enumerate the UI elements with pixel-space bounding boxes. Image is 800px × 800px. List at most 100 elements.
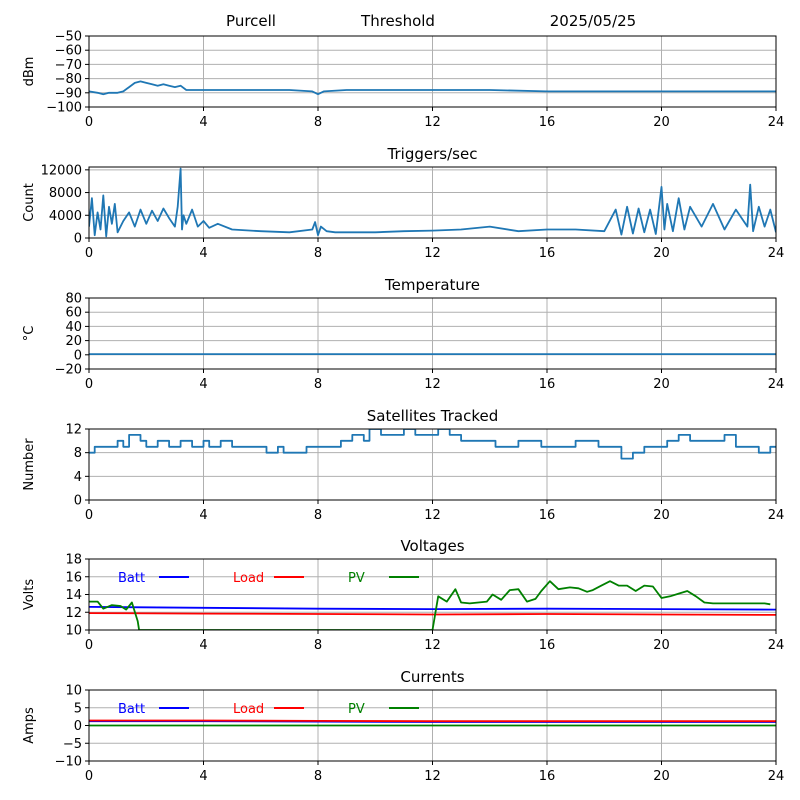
x-tick-label: 8: [314, 246, 322, 261]
y-tick-label: 5: [74, 701, 82, 716]
panel-title: Temperature: [384, 276, 480, 294]
legend-label-pv: PV: [348, 571, 365, 586]
x-tick-label: 8: [314, 115, 322, 130]
y-tick-label: 40: [65, 320, 82, 335]
x-tick-label: 8: [314, 638, 322, 653]
panel-title: Satellites Tracked: [367, 407, 498, 425]
x-tick-label: 0: [85, 115, 93, 130]
x-tick-label: 24: [768, 508, 785, 523]
x-tick-label: 16: [539, 769, 556, 784]
y-tick-label: 4000: [49, 209, 82, 224]
legend-label-load: Load: [233, 702, 264, 717]
y-tick-label: −20: [55, 363, 82, 378]
x-tick-label: 20: [653, 246, 670, 261]
y-tick-label: −50: [55, 30, 82, 45]
x-tick-label: 20: [653, 638, 670, 653]
panel-triggers: 0 4 8 12 16 20 24 0 4000 8000 12000 Triggers/sec Cou…: [22, 145, 784, 261]
station-label: Purcell: [226, 12, 276, 30]
y-tick-label: −10: [55, 755, 82, 770]
x-tick-label: 16: [539, 115, 556, 130]
x-tick-label: 0: [85, 246, 93, 261]
x-tick-label: 8: [314, 377, 322, 392]
y-tick-label: 0: [74, 719, 82, 734]
x-tick-label: 0: [85, 638, 93, 653]
x-tick-label: 16: [539, 246, 556, 261]
series-line-satellites: [89, 429, 776, 460]
x-tick-label: 16: [539, 377, 556, 392]
legend-label-batt: Batt: [118, 702, 145, 717]
panel-title: Triggers/sec: [387, 145, 478, 163]
axes-frame: [88, 297, 777, 370]
x-tick-label: 4: [199, 115, 207, 130]
y-axis-label: Count: [22, 183, 37, 222]
x-tick-label: 4: [199, 769, 207, 784]
y-axis-label: °C: [22, 326, 37, 342]
y-axis-label: Volts: [22, 579, 37, 611]
panel-currents: 0 4 8 12 16 20 24 −10 −5 0 5 10 Batt Load PV Currents Am…: [22, 668, 784, 784]
y-tick-label: 60: [65, 306, 82, 321]
axes-frame: [88, 428, 777, 501]
y-axis-label: Number: [22, 438, 37, 491]
y-tick-label: −90: [55, 86, 82, 101]
x-tick-label: 0: [85, 377, 93, 392]
x-tick-label: 12: [424, 115, 441, 130]
mode-label: Threshold: [360, 12, 435, 30]
y-tick-label: −100: [46, 101, 82, 116]
y-tick-label: 20: [65, 334, 82, 349]
y-tick-label: −80: [55, 72, 82, 87]
y-axis-label: Amps: [22, 707, 37, 744]
y-tick-label: 0: [74, 232, 82, 247]
x-tick-label: 12: [424, 246, 441, 261]
y-tick-label: −70: [55, 58, 82, 73]
y-tick-label: 10: [65, 624, 82, 639]
panel-satellites: 0 4 8 12 16 20 24 0 4 8 12 Satellites Tracked Number: [22, 407, 784, 523]
x-tick-label: 20: [653, 508, 670, 523]
series-line-batt: [89, 606, 776, 611]
x-tick-label: 20: [653, 377, 670, 392]
panel-title: Currents: [400, 668, 464, 686]
y-tick-label: 16: [65, 570, 82, 585]
legend-label-pv: PV: [348, 702, 365, 717]
series-line-triggers: [89, 167, 776, 238]
x-tick-label: 24: [768, 246, 785, 261]
y-tick-label: 10: [65, 684, 82, 699]
y-tick-label: 0: [74, 348, 82, 363]
y-tick-label: 0: [74, 494, 82, 509]
y-tick-label: 12000: [41, 163, 82, 178]
x-tick-label: 20: [653, 769, 670, 784]
y-tick-label: 8000: [49, 186, 82, 201]
axes-frame: [88, 35, 777, 108]
x-tick-label: 12: [424, 769, 441, 784]
x-tick-label: 4: [199, 638, 207, 653]
x-tick-label: 20: [653, 115, 670, 130]
x-tick-label: 12: [424, 377, 441, 392]
x-tick-label: 24: [768, 377, 785, 392]
legend-label-load: Load: [233, 571, 264, 586]
panel-rssi: 0 4 8 12 16 20 24 −100−90−80−70−60−50 dBm: [22, 30, 784, 131]
x-tick-label: 24: [768, 769, 785, 784]
series-line-rssi: [89, 80, 776, 96]
series-line-pv: [89, 580, 771, 630]
x-tick-label: 0: [85, 508, 93, 523]
x-tick-label: 4: [199, 508, 207, 523]
y-tick-label: −5: [63, 737, 82, 752]
y-axis-label: dBm: [22, 57, 37, 87]
series-line-load: [89, 612, 776, 616]
x-tick-label: 24: [768, 115, 785, 130]
x-tick-label: 4: [199, 246, 207, 261]
y-tick-label: 14: [65, 588, 82, 603]
axes-frame: [88, 689, 777, 762]
x-tick-label: 16: [539, 508, 556, 523]
axes-frame: [88, 558, 777, 631]
y-tick-label: 12: [65, 423, 82, 438]
x-tick-label: 4: [199, 377, 207, 392]
panel-voltages: 0 4 8 12 16 20 24 10 12 14 16 18 Batt Load PV Voltages V…: [22, 537, 784, 653]
y-tick-label: −60: [55, 44, 82, 59]
x-tick-label: 24: [768, 638, 785, 653]
series-line-load: [89, 719, 776, 723]
x-tick-label: 8: [314, 508, 322, 523]
x-tick-label: 12: [424, 638, 441, 653]
